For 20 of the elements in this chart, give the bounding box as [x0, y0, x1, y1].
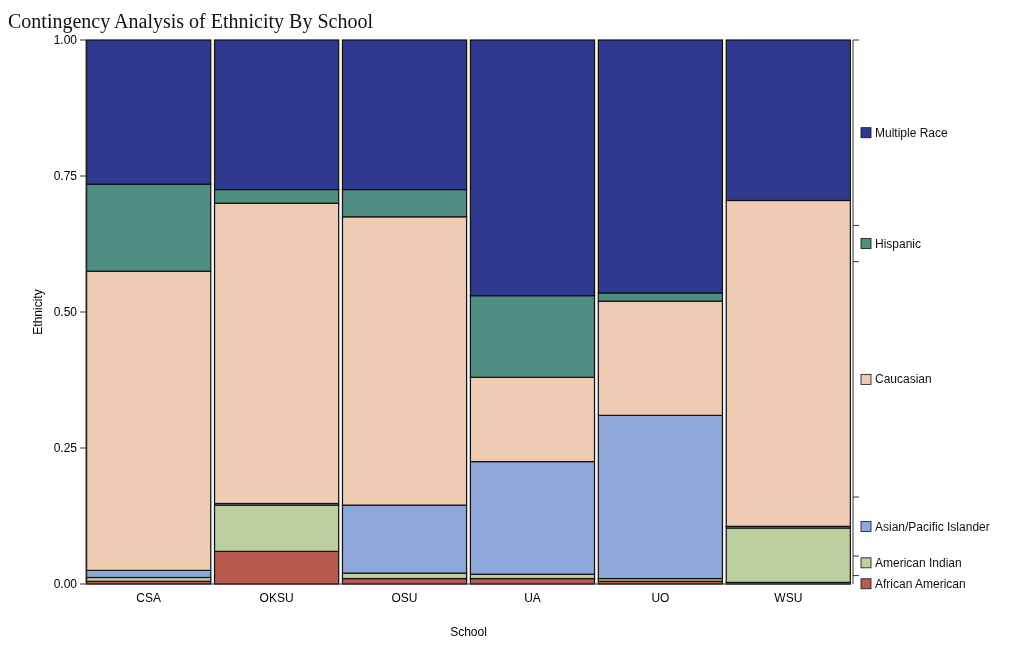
- y-tick-label: 1.00: [53, 33, 78, 47]
- x-tick-label: UO: [651, 591, 670, 605]
- x-tick-label: CSA: [136, 591, 162, 605]
- legend-label: Asian/Pacific Islander: [875, 519, 990, 534]
- legend-label: Hispanic: [875, 236, 922, 251]
- legend-label: American Indian: [875, 555, 962, 570]
- y-tick-label: 0.75: [53, 169, 78, 183]
- x-tick-label: UA: [524, 591, 541, 605]
- legend-label: Multiple Race: [875, 125, 949, 140]
- y-tick-label: 0.50: [53, 305, 78, 319]
- x-tick-label: OKSU: [259, 591, 294, 605]
- y-axis-title: Ethnicity: [31, 289, 45, 335]
- x-tick-label: OSU: [391, 591, 418, 605]
- chart-title: Contingency Analysis of Ethnicity By School: [8, 10, 374, 33]
- y-tick-label: 0.25: [53, 441, 78, 455]
- legend-label: Caucasian: [875, 372, 932, 387]
- x-tick-label: WSU: [774, 591, 803, 605]
- y-tick-label: 0.00: [53, 577, 78, 591]
- x-axis-title: School: [450, 625, 487, 639]
- legend-label: African American: [875, 576, 966, 591]
